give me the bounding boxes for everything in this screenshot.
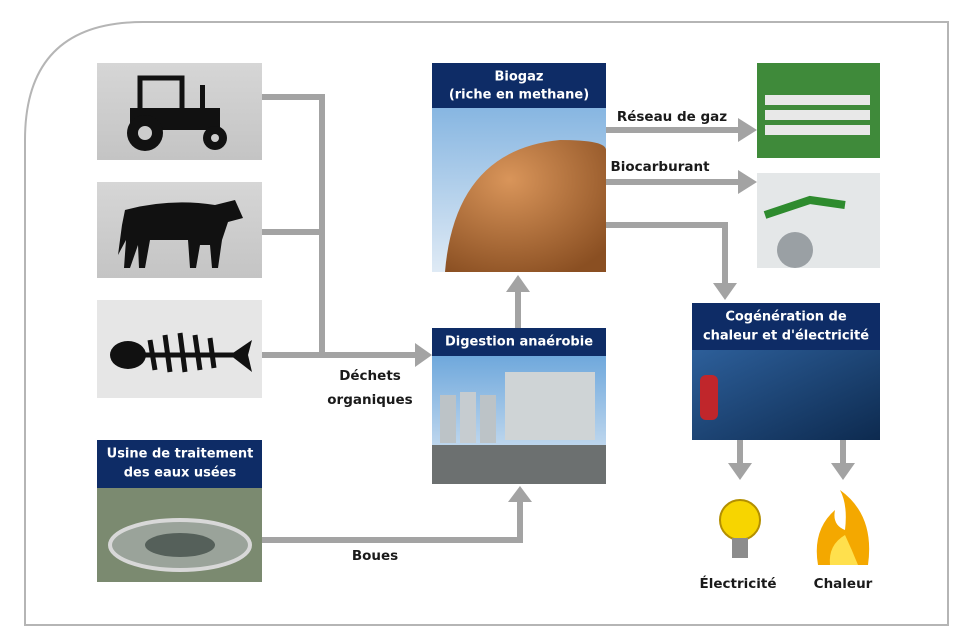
wastewater-panel — [97, 440, 262, 582]
digestion-image — [432, 328, 606, 484]
wastewater-title: Usine de traitement — [107, 447, 254, 462]
edge-label: organiques — [327, 392, 412, 408]
cogeneration-title: Cogénération de — [725, 310, 847, 325]
edge-label: Boues — [352, 548, 398, 564]
digestion-title: Digestion anaérobie — [445, 335, 593, 350]
cogeneration-title: chaleur et d'électricité — [703, 329, 869, 344]
edge-label: Déchets — [339, 368, 401, 384]
fish-panel — [97, 300, 262, 398]
cow-panel — [97, 182, 262, 278]
output-label: Chaleur — [814, 576, 873, 592]
biogas-title: Biogaz — [495, 70, 544, 85]
tractor-panel — [97, 63, 262, 160]
edge-label: Biocarburant — [610, 159, 710, 175]
frame — [24, 21, 949, 626]
biogas-image — [432, 63, 606, 272]
pipes-image — [757, 63, 880, 158]
flame-icon — [816, 490, 870, 565]
arrows — [262, 94, 855, 543]
output-label: Électricité — [700, 575, 777, 592]
cogeneration-image — [692, 303, 880, 440]
edge-label: Réseau de gaz — [617, 109, 727, 125]
bulb-icon — [719, 499, 761, 558]
biogas-title: (riche en methane) — [449, 88, 589, 103]
wastewater-title: des eaux usées — [124, 466, 237, 481]
biofuel-image — [757, 173, 880, 268]
